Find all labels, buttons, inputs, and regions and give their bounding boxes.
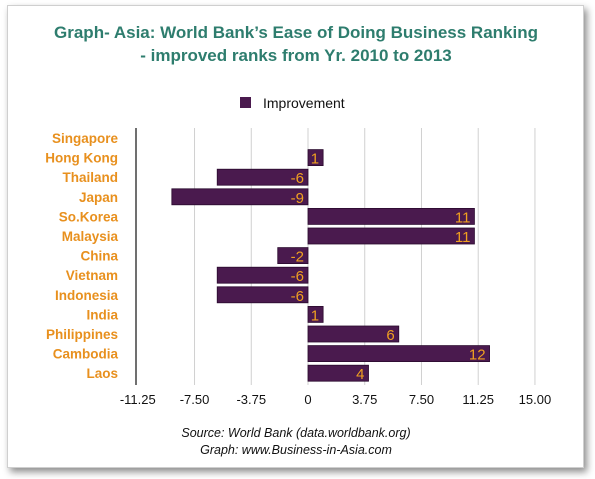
source-line1: Source: World Bank (data.worldbank.org): [181, 426, 410, 440]
source-line2: Graph: www.Business-in-Asia.com: [200, 443, 392, 457]
category-label: Malaysia: [62, 229, 119, 244]
bar: [171, 188, 309, 206]
category-label: Hong Kong: [45, 151, 118, 166]
data-label: -9: [291, 190, 304, 207]
chart-title-line2: - improved ranks from Yr. 2010 to 2013: [140, 46, 452, 65]
x-tick-label: 11.25: [462, 392, 494, 407]
x-tick-label: 7.50: [409, 392, 434, 407]
x-tick-label: -11.25: [120, 392, 156, 407]
bar: [216, 266, 309, 284]
category-label: Singapore: [52, 131, 119, 146]
x-tick-label: -3.75: [236, 392, 266, 407]
bar: [307, 364, 369, 382]
category-label: Vietnam: [66, 268, 118, 283]
category-label: Indonesia: [55, 288, 119, 303]
data-label: 12: [469, 347, 486, 364]
category-label: Laos: [86, 366, 118, 381]
bar: [277, 247, 309, 265]
bar: [307, 345, 490, 363]
bar: [216, 286, 309, 304]
category-label: India: [86, 307, 118, 322]
bar: [307, 149, 324, 167]
bar: [307, 227, 475, 245]
category-label: Philippines: [46, 327, 118, 342]
category-label: Japan: [79, 190, 118, 205]
legend-swatch: [240, 97, 251, 108]
bar: [307, 325, 400, 343]
data-label: 4: [356, 366, 364, 383]
chart-frame: Graph- Asia: World Bank’s Ease of Doing …: [7, 5, 584, 468]
legend: Improvement: [240, 95, 345, 111]
data-label: 1: [311, 307, 319, 324]
category-label: Cambodia: [53, 347, 119, 362]
data-label: 1: [311, 151, 319, 168]
category-label: Thailand: [62, 170, 118, 185]
bar: [307, 305, 324, 323]
category-label: So.Korea: [59, 209, 119, 224]
data-label: -6: [291, 288, 304, 305]
legend-label: Improvement: [263, 95, 345, 111]
chart-svg: Graph- Asia: World Bank’s Ease of Doing …: [45, 23, 552, 457]
category-label: China: [80, 249, 118, 264]
bar: [307, 207, 475, 225]
x-tick-label: 3.75: [352, 392, 377, 407]
data-label: -6: [291, 170, 304, 187]
data-label: 11: [455, 209, 471, 226]
data-label: 6: [386, 327, 394, 344]
data-label: -2: [291, 249, 304, 266]
data-label: -6: [291, 268, 304, 285]
x-tick-label: 0: [304, 392, 311, 407]
bar: [216, 168, 309, 186]
x-tick-label: -7.50: [180, 392, 210, 407]
data-label: 11: [455, 229, 471, 246]
x-tick-label: 15.00: [519, 392, 552, 407]
chart-title-line1: Graph- Asia: World Bank’s Ease of Doing …: [54, 23, 538, 42]
